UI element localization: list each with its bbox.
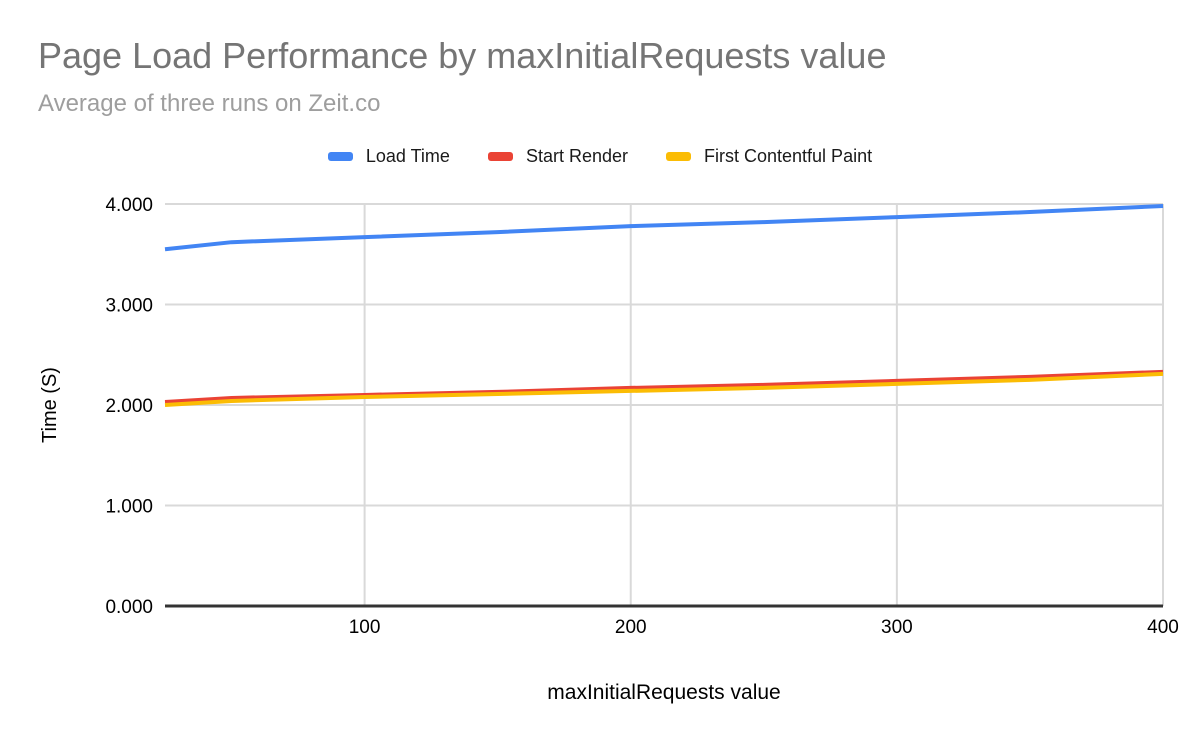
- legend-label: First Contentful Paint: [704, 146, 873, 166]
- y-tick-label: 0.000: [105, 597, 153, 618]
- chart-title: Page Load Performance by maxInitialReque…: [38, 35, 887, 76]
- legend-label: Load Time: [365, 146, 450, 166]
- legend-item-1: Start Render: [487, 146, 629, 167]
- legend-swatch-icon: [487, 152, 513, 161]
- chart-subtitle: Average of three runs on Zeit.co: [38, 90, 381, 117]
- y-axis-title: Time (S): [39, 367, 61, 443]
- legend-swatch-icon: [327, 152, 353, 161]
- legend-swatch-icon: [666, 152, 692, 161]
- legend-item-0: Load Time: [327, 146, 450, 167]
- legend-item-2: First Contentful Paint: [666, 146, 872, 167]
- legend-label: Start Render: [525, 146, 629, 166]
- x-tick-label: 300: [881, 617, 913, 638]
- series-line-1: [164, 369, 1164, 404]
- x-axis-title: maxInitialRequests value: [547, 681, 780, 704]
- series-line-2: [164, 371, 1164, 407]
- series-line-0: [164, 204, 1164, 252]
- y-tick-label: 2.000: [105, 396, 153, 417]
- y-tick-label: 3.000: [105, 296, 153, 317]
- x-tick-label: 200: [615, 617, 647, 638]
- x-tick-label: 400: [1147, 617, 1179, 638]
- y-tick-label: 4.000: [105, 195, 153, 216]
- y-tick-label: 1.000: [105, 497, 153, 518]
- x-tick-label: 100: [349, 617, 381, 638]
- legend: Load Time Start Render First Contentful Pa…: [0, 146, 1200, 167]
